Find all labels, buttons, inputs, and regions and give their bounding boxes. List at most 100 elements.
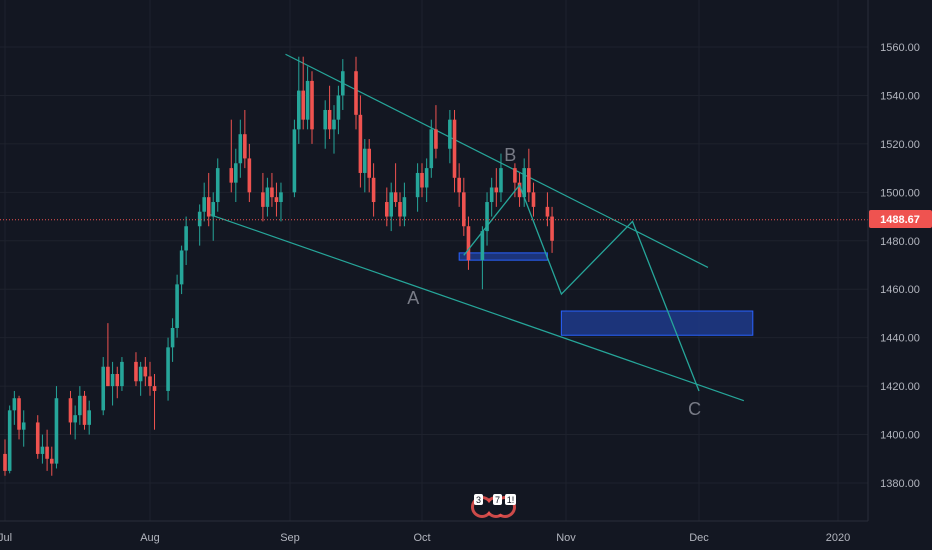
candle-body-9 (54, 398, 59, 464)
event-badge-2 (493, 494, 502, 505)
last-price-text: 1488.67 (880, 214, 920, 226)
candle-body-73 (462, 192, 466, 227)
projection-polyline (463, 183, 700, 392)
candle-body-45 (292, 129, 297, 193)
candle-body-85 (545, 206, 550, 217)
candle-body-68 (429, 129, 434, 169)
candle-body-50 (323, 109, 327, 130)
x-tick-label-3: Oct (413, 532, 430, 544)
candle-body-43 (274, 197, 279, 203)
candle-body-36 (234, 163, 238, 183)
candle-body-37 (238, 134, 243, 164)
candle-body-18 (115, 374, 120, 387)
candle-body-27 (175, 284, 179, 328)
candle-body-52 (332, 119, 336, 130)
candle-body-40 (261, 192, 265, 207)
wave-label-b: B (504, 145, 516, 165)
candle-body-15 (101, 366, 106, 411)
candle-body-4 (21, 422, 26, 430)
candle-body-58 (367, 148, 371, 178)
candle-body-31 (202, 197, 206, 212)
candle-body-7 (45, 446, 49, 459)
candle-body-10 (68, 398, 73, 423)
y-tick-label-9: 1560.00 (880, 42, 920, 54)
candle-body-44 (279, 192, 283, 203)
candle-body-49 (310, 80, 314, 130)
last-price-label: 1488.67 (869, 210, 932, 228)
candle-body-70 (448, 119, 452, 149)
event-count-2: 7 (495, 495, 500, 505)
wave-label-a: A (407, 288, 419, 308)
target-zone-1 (560, 310, 754, 336)
event-badge-3 (505, 494, 516, 505)
candle-body-51 (327, 109, 332, 130)
candle-body-67 (424, 168, 429, 188)
candle-body-80 (513, 168, 517, 183)
x-tick-label-2: Sep (280, 532, 300, 544)
candle-body-16 (106, 366, 110, 387)
time-axis[interactable]: Jul Aug Sep Oct Nov Dec 2020 (0, 532, 850, 544)
events-row[interactable]: 3 7 1! (471, 494, 516, 518)
candle-body-46 (297, 90, 301, 130)
event-count-1: 3 (476, 495, 481, 505)
candle-body-48 (305, 80, 310, 120)
candle-body-24 (152, 386, 157, 391)
y-tick-label-3: 1440.00 (880, 333, 920, 345)
candle-body-11 (73, 415, 77, 423)
x-tick-label-0: Jul (0, 532, 12, 544)
y-tick-label-6: 1500.00 (880, 187, 920, 199)
candle-body-71 (452, 119, 457, 178)
candle-body-3 (17, 398, 21, 430)
candle-body-63 (398, 202, 402, 217)
y-tick-label-4: 1460.00 (880, 284, 920, 296)
x-tick-label-1: Aug (140, 532, 160, 544)
candle-body-12 (78, 395, 82, 416)
candle-body-13 (82, 395, 87, 425)
y-tick-label-1: 1400.00 (880, 430, 920, 442)
candle-body-29 (184, 226, 188, 251)
channel-lower-line (208, 213, 745, 402)
candle-body-30 (197, 211, 202, 227)
x-tick-label-5: Dec (689, 532, 709, 544)
grid (0, 0, 868, 521)
candle-body-64 (402, 197, 407, 217)
candle-body-26 (170, 327, 175, 348)
candle-body-19 (120, 361, 124, 387)
x-tick-label-6: 2020 (826, 532, 850, 544)
candle-body-1 (7, 410, 12, 471)
candle-body-76 (485, 202, 489, 232)
candle-body-33 (211, 202, 216, 217)
candle-body-22 (143, 366, 148, 377)
candle-body-65 (415, 172, 420, 198)
candle-body-21 (138, 366, 143, 382)
candle-body-32 (206, 197, 211, 217)
candle-body-86 (550, 216, 554, 241)
candle-body-28 (179, 250, 184, 285)
candle-body-82 (522, 168, 526, 198)
candle-body-25 (166, 347, 170, 391)
y-tick-label-2: 1420.00 (880, 381, 920, 393)
price-axis[interactable]: 1380.00 1400.00 1420.00 1440.00 1460.00 1480.… (880, 42, 920, 490)
event-count-3: 1! (507, 495, 515, 505)
candle-body-47 (301, 90, 305, 120)
candle-body-54 (341, 71, 345, 96)
candle-body-39 (247, 158, 252, 193)
candle-body-6 (40, 446, 45, 454)
candle-body-41 (265, 187, 270, 207)
candle-body-17 (110, 374, 115, 387)
candle-body-20 (134, 361, 138, 382)
y-tick-label-0: 1380.00 (880, 478, 920, 490)
y-tick-label-8: 1540.00 (880, 90, 920, 102)
candle-body-0 (3, 453, 7, 471)
candle-body-23 (148, 376, 152, 387)
candles (3, 56, 554, 476)
candle-body-77 (489, 187, 494, 203)
candle-body-34 (215, 168, 220, 203)
candle-body-69 (434, 129, 438, 149)
candle-body-35 (229, 168, 234, 183)
candle-body-53 (336, 95, 341, 120)
candle-body-61 (389, 192, 393, 217)
candle-body-57 (363, 148, 367, 173)
